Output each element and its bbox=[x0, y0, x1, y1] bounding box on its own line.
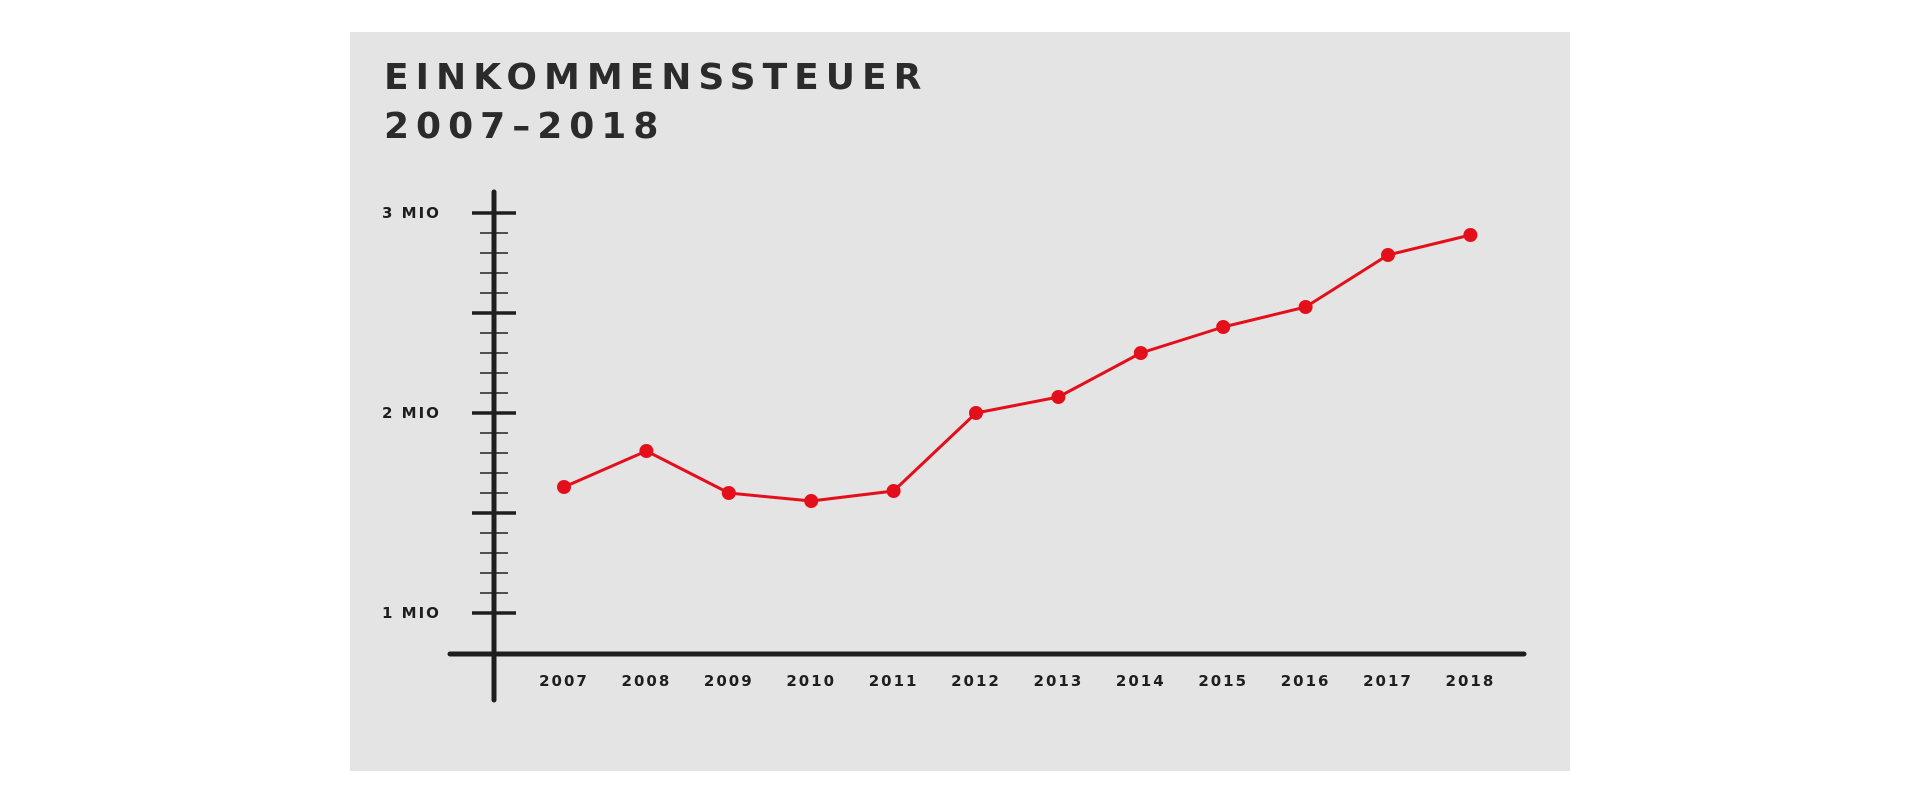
data-point bbox=[1133, 346, 1148, 360]
x-tick-label: 2010 bbox=[786, 672, 836, 690]
chart-panel: EINKOMMENSSTEUER 2007–2018 1 MIO 2 MIO 3 M… bbox=[350, 32, 1570, 771]
data-point bbox=[1381, 248, 1395, 262]
x-tick-label: 2014 bbox=[1116, 672, 1166, 690]
y-tick-label: 1 MIO bbox=[382, 604, 441, 622]
data-point bbox=[1463, 228, 1478, 242]
data-point bbox=[969, 406, 983, 420]
chart-title-line-1: EINKOMMENSSTEUER bbox=[384, 57, 929, 98]
y-tick-label: 3 MIO bbox=[382, 204, 441, 222]
data-point bbox=[639, 444, 654, 458]
x-tick-label: 2011 bbox=[869, 672, 919, 690]
data-point bbox=[886, 484, 901, 498]
x-tick-label: 2017 bbox=[1363, 672, 1413, 690]
y-tick-label: 2 MIO bbox=[382, 404, 441, 422]
data-point bbox=[721, 486, 736, 500]
data-point bbox=[1216, 320, 1231, 334]
x-tick-label: 2016 bbox=[1281, 672, 1331, 690]
x-tick-label: 2009 bbox=[704, 672, 754, 690]
series-line bbox=[563, 233, 1471, 503]
data-point bbox=[804, 494, 819, 508]
x-tick-label: 2018 bbox=[1446, 672, 1496, 690]
data-point bbox=[1051, 390, 1066, 404]
x-tick-label: 2013 bbox=[1034, 672, 1084, 690]
chart-title-line-2: 2007–2018 bbox=[384, 106, 666, 147]
line-chart: 1 MIO 2 MIO 3 MIO 2007 2008 2009 2010 2011 2012 2… bbox=[382, 189, 1527, 703]
data-point bbox=[557, 480, 571, 494]
x-tick-label: 2015 bbox=[1198, 672, 1248, 690]
x-tick-label: 2007 bbox=[539, 672, 589, 690]
x-tick-label: 2008 bbox=[622, 672, 672, 690]
data-point bbox=[1298, 300, 1313, 314]
x-tick-label: 2012 bbox=[951, 672, 1001, 690]
